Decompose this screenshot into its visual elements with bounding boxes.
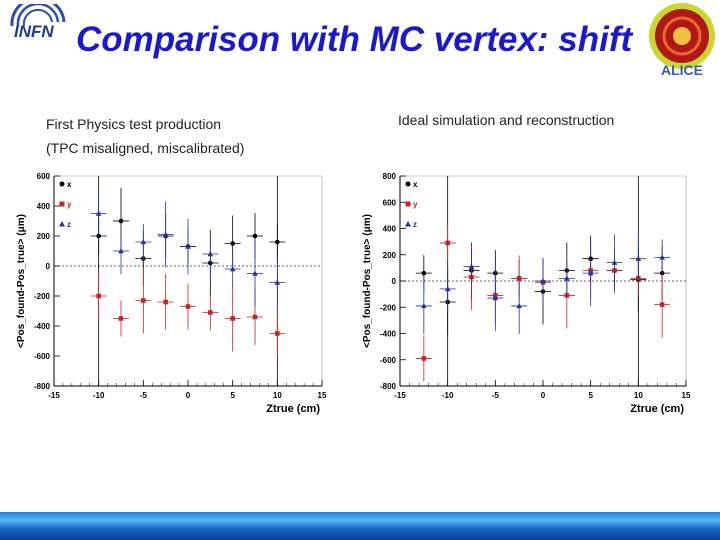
x-tick-label: -15 (394, 391, 406, 400)
footer-bar (0, 512, 720, 540)
y-tick-label: 400 (37, 202, 51, 211)
legend-label-y: y (413, 200, 418, 209)
data-point-y (252, 314, 258, 320)
alice-logo-core (673, 27, 691, 45)
right-subtitle: Ideal simulation and reconstruction (398, 112, 615, 128)
data-point-y (659, 302, 665, 307)
alice-logo: ALICE (644, 0, 720, 78)
data-point-x (252, 233, 258, 239)
x-tick-label: 15 (682, 391, 691, 400)
y-tick-label: -200 (380, 303, 397, 312)
legend-x-marker (405, 181, 411, 187)
data-point-z (140, 239, 147, 245)
legend-z-marker (59, 221, 65, 227)
data-point-y (185, 304, 191, 309)
y-tick-label: 200 (37, 232, 51, 241)
data-point-y (275, 331, 280, 336)
y-tick-label: -400 (380, 330, 397, 339)
data-point-z (492, 295, 499, 301)
x-tick-label: -5 (140, 391, 148, 400)
x-tick-label: -10 (442, 391, 454, 400)
data-point-y (421, 356, 427, 361)
data-point-z (274, 279, 281, 285)
data-point-z (95, 210, 102, 216)
data-point-z (587, 270, 594, 276)
legend-label-x: x (413, 180, 418, 189)
data-point-y (96, 293, 101, 299)
x-tick-label: 5 (230, 391, 235, 400)
page-title: Comparison with MC vertex: shift (76, 20, 633, 59)
x-tick-label: -15 (48, 391, 60, 400)
legend-z-marker (405, 221, 411, 227)
data-point-z (659, 254, 665, 260)
y-axis-label: <Pos_found-Pos_true> (μm) (362, 214, 373, 348)
x-tick-label: 10 (273, 391, 282, 400)
data-point-z (207, 251, 214, 257)
data-point-x (275, 239, 280, 245)
y-tick-label: 800 (383, 172, 397, 181)
data-point-y (118, 316, 124, 321)
infn-logo-text: INFN (14, 22, 54, 41)
y-axis-label: <Pos_found-Pos_true> (μm) (16, 214, 27, 348)
data-point-z (516, 302, 522, 309)
alice-logo-text: ALICE (661, 62, 703, 78)
y-tick-label: -800 (380, 382, 397, 391)
x-tick-label: 5 (588, 391, 593, 400)
infn-logo (6, 0, 70, 60)
data-point-x (421, 270, 427, 276)
data-point-y (230, 316, 235, 321)
y-tick-label: 0 (46, 262, 51, 271)
y-tick-label: 0 (392, 277, 397, 286)
x-tick-label: 0 (186, 391, 191, 400)
data-point-y (163, 299, 168, 305)
x-tick-label: 10 (634, 391, 643, 400)
y-tick-label: 600 (383, 198, 397, 207)
y-tick-label: 400 (383, 225, 397, 234)
x-axis-label: Ztrue (cm) (630, 403, 684, 415)
y-tick-label: -800 (34, 382, 51, 391)
right-vertex-shift-chart: 800 600 400 200 0 -200 -400 -600 -800-15 -10 -5 0 5 1… (362, 172, 691, 415)
legend-y-marker (405, 201, 411, 207)
data-point-y (445, 240, 450, 246)
data-point-z (635, 255, 642, 261)
legend-label-y: y (67, 200, 72, 209)
data-point-z (540, 278, 546, 284)
data-point-z (444, 285, 451, 292)
y-tick-label: 200 (383, 251, 397, 260)
y-tick-label: -200 (34, 292, 51, 301)
data-point-z (611, 259, 618, 265)
data-point-z (421, 302, 427, 309)
legend-x-marker (59, 181, 65, 187)
left-subtitle-line1: First Physics test production (46, 116, 222, 132)
x-tick-label: -5 (492, 391, 500, 400)
data-point-y (208, 310, 213, 315)
data-point-x (230, 241, 235, 246)
infn-arcs-icon (10, 0, 66, 27)
data-point-z (118, 248, 124, 254)
data-point-x (118, 218, 124, 224)
data-point-z (185, 243, 191, 249)
data-point-z (252, 270, 258, 276)
y-tick-label: -600 (34, 352, 51, 361)
y-tick-label: -400 (34, 322, 51, 331)
left-subtitle-line2: (TPC misaligned, miscalibrated) (46, 140, 245, 156)
data-point-z (229, 266, 236, 272)
data-point-z (468, 263, 475, 269)
data-point-z (162, 231, 169, 237)
x-axis-label: Ztrue (cm) (266, 403, 320, 415)
x-tick-label: -10 (93, 391, 105, 400)
legend-label-z: z (67, 220, 71, 229)
legend-label-z: z (413, 220, 417, 229)
y-tick-label: 600 (37, 172, 51, 181)
alice-logo-tracks-icon (662, 16, 702, 56)
data-point-y (141, 298, 146, 303)
x-tick-label: 0 (541, 391, 546, 400)
data-point-z (564, 275, 570, 281)
left-vertex-shift-chart: 600 400 200 0 -200 -400 -600 -800-15 -10 -5 0 5 10 15… (16, 172, 327, 415)
legend-y-marker (59, 201, 65, 207)
x-tick-label: 15 (318, 391, 327, 400)
y-tick-label: -600 (380, 356, 397, 365)
legend-label-x: x (67, 180, 72, 189)
